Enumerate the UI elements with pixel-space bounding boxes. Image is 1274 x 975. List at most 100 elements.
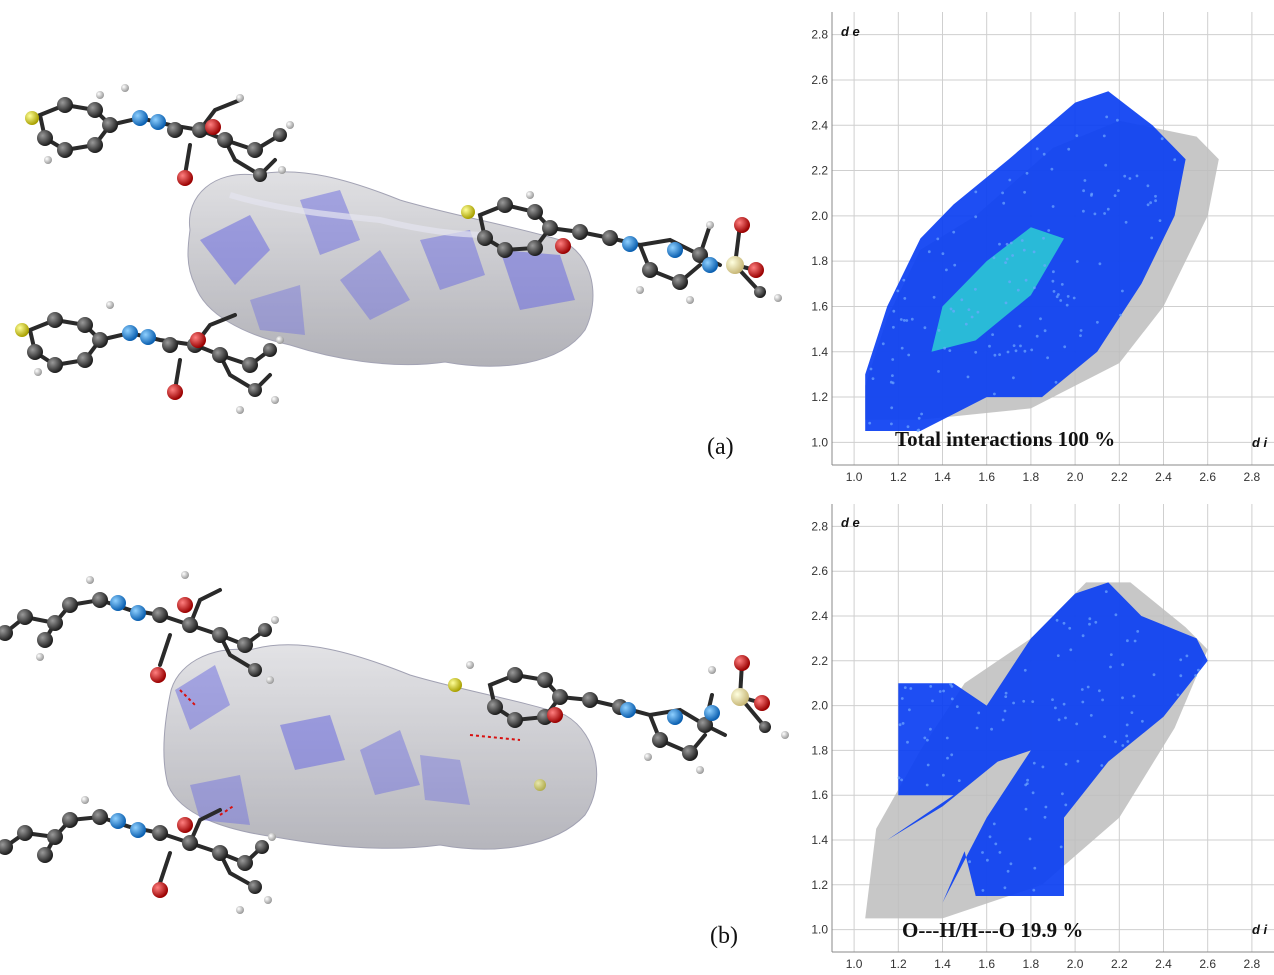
fingerprint-speck bbox=[906, 425, 910, 429]
x-tick-label: 1.0 bbox=[846, 470, 863, 484]
fingerprint-speck bbox=[903, 686, 907, 689]
fingerprint-speck bbox=[981, 851, 984, 854]
fingerprint-speck bbox=[955, 705, 959, 708]
fingerprint-speck bbox=[890, 406, 894, 410]
fingerprint-speck bbox=[1194, 674, 1197, 677]
y-tick-label: 2.6 bbox=[811, 73, 828, 87]
x-tick-label: 2.2 bbox=[1111, 957, 1128, 970]
fingerprint-speck bbox=[900, 697, 904, 700]
fingerprint-speck bbox=[1126, 639, 1129, 643]
fingerprint-speck bbox=[900, 346, 904, 350]
fingerprint-speck bbox=[1132, 694, 1136, 698]
fingerprint-speck bbox=[929, 685, 933, 688]
fingerprint-speck bbox=[1024, 783, 1028, 787]
x-tick-label: 1.8 bbox=[1023, 470, 1040, 484]
fingerprint-speck bbox=[1018, 324, 1022, 328]
y-tick-label: 2.6 bbox=[811, 564, 828, 578]
fingerprint-speck bbox=[949, 307, 953, 311]
fingerprint-speck bbox=[1054, 706, 1057, 710]
x-tick-label: 2.6 bbox=[1199, 957, 1216, 970]
fingerprint-speck bbox=[988, 835, 992, 839]
fingerprint-speck bbox=[902, 319, 906, 322]
x-tick-label: 2.6 bbox=[1199, 470, 1216, 484]
fingerprint-speck bbox=[1051, 279, 1055, 283]
fingerprint-speck bbox=[953, 263, 957, 267]
fingerprint-speck bbox=[1090, 194, 1093, 197]
fingerprint-chart-b: 1.0 1.2 1.4 1.6 1.8 2.0 2.2 2.4 2.6 2.8 1.0 1.2 1.4… bbox=[811, 504, 1274, 971]
y-tick-label: 2.4 bbox=[811, 609, 828, 623]
fingerprint-speck bbox=[1125, 723, 1129, 727]
fingerprint-speck bbox=[1102, 134, 1106, 138]
fingerprint-speck bbox=[968, 860, 971, 864]
fingerprint-speck bbox=[917, 428, 921, 432]
y-tick-label: 2.8 bbox=[811, 28, 828, 42]
fingerprint-speck bbox=[937, 329, 941, 332]
x-tick-label: 2.2 bbox=[1111, 470, 1128, 484]
fingerprint-speck bbox=[993, 353, 997, 357]
fingerprint-speck bbox=[974, 215, 978, 219]
fingerprint-speck bbox=[1057, 718, 1061, 722]
fingerprint-speck bbox=[1067, 147, 1071, 151]
fingerprint-speck bbox=[1197, 668, 1200, 672]
fingerprint-speck bbox=[942, 773, 945, 777]
fingerprint-speck bbox=[917, 416, 921, 420]
fingerprint-speck bbox=[1135, 174, 1139, 178]
fingerprint-speck bbox=[998, 242, 1001, 246]
fingerprint-speck bbox=[993, 392, 996, 396]
fingerprint-speck bbox=[901, 722, 905, 725]
fingerprint-speck bbox=[909, 687, 913, 690]
fingerprint-speck bbox=[1126, 740, 1130, 743]
fingerprint-speck bbox=[1081, 700, 1085, 704]
fingerprint-speck bbox=[931, 699, 934, 703]
fingerprint-speck bbox=[966, 375, 970, 379]
fingerprint-speck bbox=[945, 736, 949, 740]
fingerprint-speck bbox=[898, 723, 902, 727]
molecule-top-left-a bbox=[25, 84, 294, 186]
fingerprint-speck bbox=[1082, 189, 1085, 193]
molecule-right-a bbox=[461, 191, 782, 304]
fingerprint-speck bbox=[902, 278, 906, 282]
fingerprint-speck bbox=[1104, 163, 1108, 167]
fingerprint-speck bbox=[891, 358, 895, 361]
fingerprint-chart-a: 1.0 1.2 1.4 1.6 1.8 2.0 2.2 2.4 2.6 2.8 1.0 1.2 1.4… bbox=[811, 12, 1274, 484]
x-tick-label: 1.2 bbox=[890, 470, 907, 484]
fingerprint-speck bbox=[977, 711, 981, 715]
x-tick-label: 2.4 bbox=[1155, 470, 1172, 484]
fingerprint-speck bbox=[1004, 695, 1008, 698]
x-tick-label: 2.4 bbox=[1155, 957, 1172, 970]
fingerprint-speck bbox=[892, 325, 895, 329]
fingerprint-plot-a: 1.0 1.2 1.4 1.6 1.8 2.0 2.2 2.4 2.6 2.8 1.0 1.2 1.4… bbox=[800, 0, 1274, 485]
fingerprint-speck bbox=[1051, 698, 1054, 701]
fingerprint-speck bbox=[1050, 167, 1054, 171]
fingerprint-speck bbox=[957, 779, 961, 782]
fingerprint-speck bbox=[1088, 617, 1092, 621]
fingerprint-speck bbox=[986, 858, 989, 862]
fingerprint-speck bbox=[1024, 278, 1028, 282]
fingerprint-speck bbox=[1146, 203, 1150, 207]
molecule-bottom-left-a bbox=[15, 301, 284, 414]
fingerprint-speck bbox=[1149, 201, 1152, 205]
y-axis-label-b: d e bbox=[841, 515, 860, 530]
fingerprint-speck bbox=[897, 776, 901, 780]
x-tick-label: 1.6 bbox=[978, 470, 995, 484]
axes-a bbox=[831, 12, 1274, 466]
fingerprint-speck bbox=[891, 374, 894, 377]
fingerprint-speck bbox=[967, 308, 971, 311]
fingerprint-speck bbox=[1113, 194, 1117, 198]
fingerprint-speck bbox=[1055, 295, 1059, 299]
fingerprint-speck bbox=[1020, 239, 1024, 242]
fingerprint-speck bbox=[1080, 688, 1084, 691]
fingerprint-speck bbox=[900, 778, 903, 782]
fingerprint-speck bbox=[1032, 888, 1036, 892]
x-tick-label: 1.6 bbox=[978, 957, 995, 970]
fingerprint-speck bbox=[1023, 190, 1026, 194]
fingerprint-speck bbox=[1062, 621, 1066, 625]
fingerprint-speck bbox=[1064, 762, 1068, 766]
y-tick-label: 2.2 bbox=[811, 654, 828, 668]
fingerprint-speck bbox=[1079, 329, 1083, 332]
chart-title-a: Total interactions 100 % bbox=[895, 427, 1115, 451]
fingerprint-speck bbox=[1024, 807, 1028, 811]
fingerprint-speck bbox=[1103, 735, 1107, 738]
fingerprint-speck bbox=[923, 736, 927, 740]
y-tick-label: 1.4 bbox=[811, 345, 828, 359]
